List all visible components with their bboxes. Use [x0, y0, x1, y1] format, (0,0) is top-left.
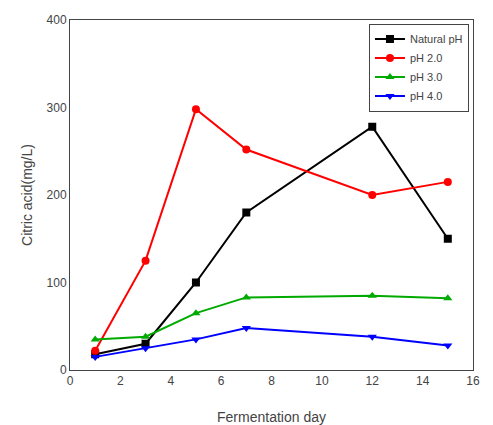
svg-text:Citric acid(mg/L): Citric acid(mg/L)	[19, 144, 35, 246]
svg-text:Fermentation day: Fermentation day	[217, 409, 326, 425]
svg-text:14: 14	[416, 374, 430, 388]
svg-text:6: 6	[218, 374, 225, 388]
svg-text:200: 200	[47, 188, 67, 202]
svg-text:8: 8	[268, 374, 275, 388]
svg-text:4: 4	[167, 374, 174, 388]
svg-text:pH 3.0: pH 3.0	[410, 71, 442, 83]
svg-text:16: 16	[466, 374, 480, 388]
svg-text:0: 0	[67, 374, 74, 388]
svg-text:pH 2.0: pH 2.0	[410, 52, 442, 64]
svg-text:12: 12	[366, 374, 380, 388]
svg-text:pH 4.0: pH 4.0	[410, 90, 442, 102]
svg-text:10: 10	[315, 374, 329, 388]
svg-text:2: 2	[117, 374, 124, 388]
svg-text:Natural pH: Natural pH	[410, 33, 463, 45]
svg-text:300: 300	[47, 101, 67, 115]
svg-text:0: 0	[60, 363, 67, 377]
svg-text:400: 400	[47, 13, 67, 27]
svg-text:100: 100	[47, 276, 67, 290]
